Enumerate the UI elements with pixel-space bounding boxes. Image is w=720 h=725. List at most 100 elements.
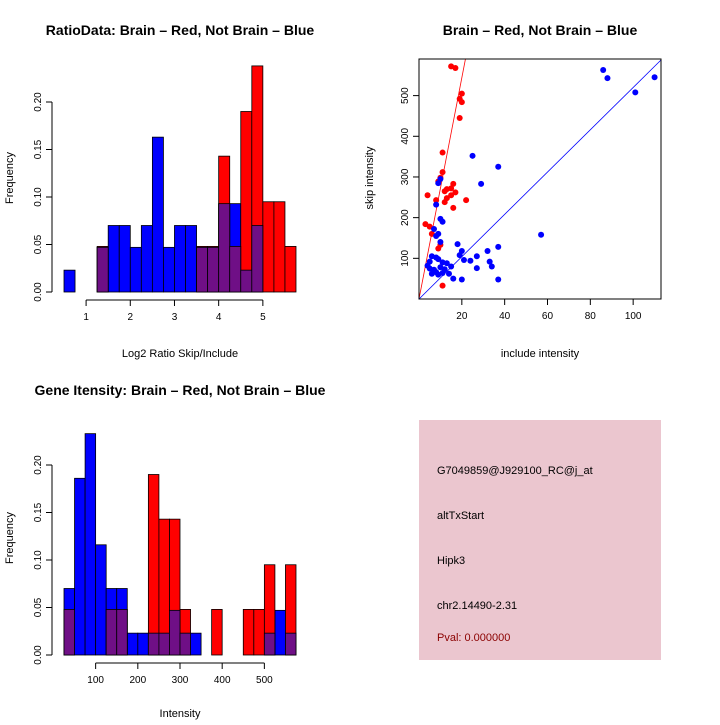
scatter-point-notbrain (435, 180, 442, 187)
gene-intensity-histogram-title: Gene Itensity: Brain – Red, Not Brain – … (35, 382, 326, 398)
ratio-histogram-ylabel: Frequency (4, 152, 16, 204)
probe-id: G7049859@J929100_RC@j_at (437, 465, 593, 477)
scatter-y-tick-label: 100 (400, 250, 411, 267)
gene-intensity-histogram-axes: 100 200 300 400 500 0.00 0.05 0.10 0.15 0.20 (33, 455, 273, 686)
scatter-point-notbrain (488, 263, 495, 270)
ratio-histogram-xlabel: Log2 Ratio Skip/Include (122, 348, 238, 360)
scatter-point-brain (450, 204, 457, 211)
p3-overlap-bar (263, 632, 276, 656)
p3-overlap-bar (105, 609, 118, 656)
p1-x-tick-label: 2 (128, 312, 134, 323)
scatter-point-brain (450, 180, 457, 187)
scatter-point-notbrain (484, 248, 491, 254)
p3-blue-bar (190, 632, 202, 656)
scatter-point-notbrain (495, 276, 502, 283)
p3-overlap-bar (285, 632, 297, 656)
scatter-point-brain (439, 282, 446, 289)
scatter-point-brain (424, 192, 431, 199)
scatter-point-brain (456, 114, 463, 121)
gene-intensity-histogram-xlabel: Intensity (160, 708, 201, 720)
p1-blue-bar (107, 225, 120, 293)
intensity-scatter-points (422, 63, 658, 289)
scatter-plot-frame (418, 58, 662, 300)
scatter-point-notbrain (439, 218, 446, 225)
scatter-point-notbrain (495, 243, 502, 250)
scatter-point-brain (441, 199, 448, 206)
scatter-point-notbrain (428, 253, 435, 260)
info-panel: G7049859@J929100_RC@j_at altTxStart Hipk… (419, 420, 661, 660)
p3-y-tick-label: 0.05 (33, 597, 44, 617)
intensity-scatter-axes: 20 40 60 80 100 100 200 300 400 500 (400, 58, 662, 322)
p3-overlap-bar (179, 632, 191, 656)
scatter-point-notbrain (454, 241, 461, 248)
p1-overlap-bar (240, 269, 253, 293)
scatter-point-notbrain (458, 276, 465, 283)
scatter-point-notbrain (469, 152, 476, 159)
p3-x-tick-label: 500 (256, 675, 273, 686)
p1-blue-bar (118, 225, 131, 293)
scatter-point-notbrain (456, 252, 463, 259)
scatter-y-tick-label: 300 (400, 168, 411, 185)
intensity-scatter-xlabel: include intensity (501, 348, 580, 360)
p3-blue-bar (74, 477, 86, 656)
p3-y-tick-label: 0.10 (33, 550, 44, 570)
p1-overlap-bar (207, 246, 220, 293)
scatter-point-notbrain (428, 270, 435, 277)
genomic-location: chr2.14490-2.31 (437, 600, 518, 612)
p1-y-tick-label: 0.05 (33, 234, 44, 254)
scatter-point-notbrain (433, 201, 440, 208)
ratio-histogram-axes: 1 2 3 4 5 0.00 0.05 0.10 0.15 0.20 (33, 92, 266, 323)
scatter-x-tick-label: 20 (456, 311, 468, 322)
p1-blue-bar (129, 246, 142, 293)
event-type: altTxStart (437, 510, 485, 522)
p1-blue-bar (151, 136, 164, 293)
scatter-point-notbrain (600, 66, 607, 73)
scatter-point-notbrain (433, 232, 440, 239)
scatter-point-notbrain (448, 263, 455, 270)
gene-name: Hipk3 (437, 555, 466, 567)
p3-red-bar (211, 609, 223, 656)
p1-blue-bar (163, 246, 175, 293)
p3-red-bar (253, 609, 265, 656)
ratio-histogram-title: RatioData: Brain – Red, Not Brain – Blue (46, 22, 315, 38)
p3-red-bar (147, 474, 160, 656)
p1-blue-bar (174, 225, 186, 293)
scatter-point-brain (448, 192, 455, 199)
p1-x-tick-label: 1 (83, 312, 89, 323)
scatter-point-notbrain (467, 257, 474, 264)
scatter-point-brain (452, 189, 459, 196)
scatter-point-notbrain (604, 75, 611, 82)
scatter-y-tick-label: 200 (400, 209, 411, 226)
scatter-point-notbrain (441, 266, 448, 273)
p3-blue-bar (137, 632, 149, 656)
ratio-histogram-overlap-bars (96, 203, 264, 293)
scatter-point-brain (439, 169, 446, 176)
scatter-point-brain (458, 90, 465, 97)
intensity-scatter-ylabel: skip intensity (364, 146, 376, 209)
p1-blue-bar (63, 269, 76, 293)
p1-red-bar (262, 201, 275, 293)
scatter-y-tick-label: 400 (400, 128, 411, 145)
intensity-scatter-title: Brain – Red, Not Brain – Blue (443, 22, 638, 38)
p3-overlap-bar (63, 609, 75, 656)
scatter-point-brain (441, 188, 448, 195)
p3-blue-bar (274, 609, 286, 656)
p1-overlap-bar (229, 245, 242, 293)
gene-intensity-histogram-ylabel: Frequency (4, 512, 16, 564)
p3-overlap-bar (158, 632, 170, 656)
scatter-point-notbrain (450, 275, 457, 282)
scatter-point-notbrain (495, 163, 502, 170)
scatter-point-notbrain (430, 226, 437, 233)
gene-intensity-histogram: Gene Itensity: Brain – Red, Not Brain – … (4, 382, 326, 720)
scatter-point-notbrain (439, 259, 446, 266)
p1-x-tick-label: 4 (216, 312, 222, 323)
scatter-point-notbrain (651, 74, 658, 81)
scatter-point-brain (433, 197, 440, 204)
scatter-x-tick-label: 60 (542, 311, 554, 322)
p1-overlap-bar (196, 246, 209, 293)
scatter-point-brain (463, 197, 470, 204)
scatter-x-tick-label: 100 (625, 311, 642, 322)
ratio-histogram: RatioData: Brain – Red, Not Brain – Blue… (4, 22, 314, 360)
p-value: Pval: 0.000000 (437, 632, 511, 644)
scatter-point-notbrain (632, 89, 639, 96)
